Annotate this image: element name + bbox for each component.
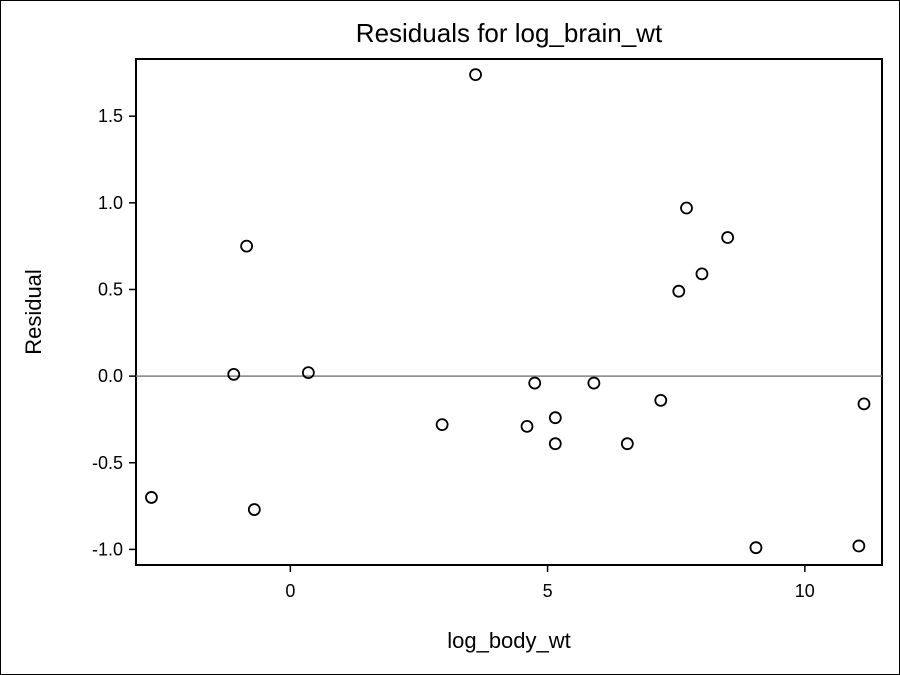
data-point <box>721 231 735 244</box>
x-tick-label: 5 <box>543 581 553 601</box>
x-axis: 0 5 10 <box>285 565 815 601</box>
y-tick-label: 0.0 <box>98 366 123 386</box>
y-axis: -1.0 -0.5 0.0 0.5 1.0 1.5 <box>92 106 136 559</box>
data-point <box>469 68 482 81</box>
data-point <box>587 376 601 390</box>
plot-area: 0 5 10 -1.0 -0.5 0.0 0.5 1.0 1.5 <box>92 58 883 601</box>
data-point <box>435 418 449 432</box>
data-point <box>227 367 241 381</box>
data-point <box>520 419 534 433</box>
data-point <box>620 437 634 451</box>
data-points <box>145 68 871 555</box>
y-axis-title: Residual <box>21 269 46 355</box>
data-point <box>528 376 542 390</box>
data-point <box>749 541 763 555</box>
data-point <box>240 239 254 253</box>
y-tick-label: -1.0 <box>92 539 123 559</box>
x-tick-label: 0 <box>285 581 295 601</box>
data-point <box>247 503 261 516</box>
y-tick-label: -0.5 <box>92 453 123 473</box>
data-point <box>857 397 871 411</box>
data-point <box>695 267 709 281</box>
data-point <box>672 284 686 298</box>
data-point <box>680 201 693 215</box>
y-tick-label: 1.0 <box>98 193 123 213</box>
y-tick-label: 0.5 <box>98 279 123 299</box>
plot-border <box>135 58 883 566</box>
chart-title: Residuals for log_brain_wt <box>356 18 663 48</box>
data-point <box>145 491 158 504</box>
y-tick-label: 1.5 <box>98 106 123 126</box>
x-tick-label: 10 <box>795 581 815 601</box>
data-point <box>852 539 866 553</box>
data-point <box>548 411 562 425</box>
data-point <box>301 366 315 380</box>
x-axis-title: log_body_wt <box>447 628 571 653</box>
data-point <box>548 437 562 451</box>
data-point <box>654 393 668 407</box>
